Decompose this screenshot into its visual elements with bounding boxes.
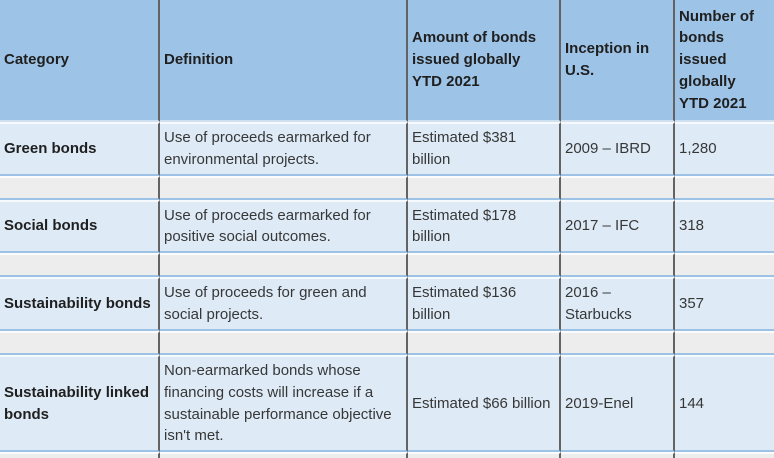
spacer-cell (160, 331, 408, 355)
cell-number: 1,280 (675, 122, 774, 176)
cell-inception: 2016 – Starbucks (561, 277, 675, 331)
spacer-cell (0, 175, 160, 200)
spacer-row (0, 253, 774, 277)
spacer-cell (561, 253, 675, 277)
table-header-row: Category Definition Amount of bonds issu… (0, 0, 774, 122)
cell-inception: 2009 – IBRD (561, 122, 675, 176)
table-row-sustainability-linked-bonds: Sustainability linked bonds Non-earmarke… (0, 355, 774, 452)
cell-category: Green bonds (0, 122, 160, 176)
cell-inception: 2017 – IFC (561, 199, 675, 253)
spacer-cell (675, 253, 774, 277)
table-row-social-bonds: Social bonds Use of proceeds earmarked f… (0, 199, 774, 253)
spacer-cell (675, 331, 774, 355)
cell-definition: Use of proceeds earmarked for environmen… (160, 122, 408, 176)
spacer-cell (160, 452, 408, 458)
spacer-cell (675, 175, 774, 200)
spacer-cell (160, 175, 408, 200)
spacer-row-bottom (0, 452, 774, 458)
cell-definition: Use of proceeds for green and social pro… (160, 277, 408, 331)
cell-inception: 2019-Enel (561, 355, 675, 452)
spacer-cell (408, 253, 561, 277)
cell-category: Social bonds (0, 199, 160, 253)
cell-amount: Estimated $178 billion (408, 199, 561, 253)
cell-definition: Non-earmarked bonds whose financing cost… (160, 355, 408, 452)
header-cell-definition: Definition (160, 0, 408, 122)
cell-category: Sustainability bonds (0, 277, 160, 331)
spacer-cell (0, 452, 160, 458)
cell-number: 357 (675, 277, 774, 331)
spacer-cell (675, 452, 774, 458)
spacer-cell (160, 253, 408, 277)
cell-category: Sustainability linked bonds (0, 355, 160, 452)
cell-definition: Use of proceeds earmarked for positive s… (160, 199, 408, 253)
header-cell-category: Category (0, 0, 160, 122)
spacer-cell (0, 331, 160, 355)
table-row-green-bonds: Green bonds Use of proceeds earmarked fo… (0, 122, 774, 176)
spacer-cell (561, 331, 675, 355)
spacer-row (0, 331, 774, 355)
cell-number: 144 (675, 355, 774, 452)
spacer-cell (408, 175, 561, 200)
spacer-cell (408, 452, 561, 458)
spacer-row (0, 175, 774, 200)
spacer-cell (561, 452, 675, 458)
cell-amount: Estimated $66 billion (408, 355, 561, 452)
header-cell-amount: Amount of bonds issued globally YTD 2021 (408, 0, 561, 122)
cell-amount: Estimated $381 billion (408, 122, 561, 176)
spacer-cell (0, 253, 160, 277)
table-row-sustainability-bonds: Sustainability bonds Use of proceeds for… (0, 277, 774, 331)
spacer-cell (408, 331, 561, 355)
header-cell-number: Number of bonds issued globally YTD 2021 (675, 0, 774, 122)
header-cell-inception: Inception in U.S. (561, 0, 675, 122)
cell-number: 318 (675, 199, 774, 253)
spacer-cell (561, 175, 675, 200)
cell-amount: Estimated $136 billion (408, 277, 561, 331)
